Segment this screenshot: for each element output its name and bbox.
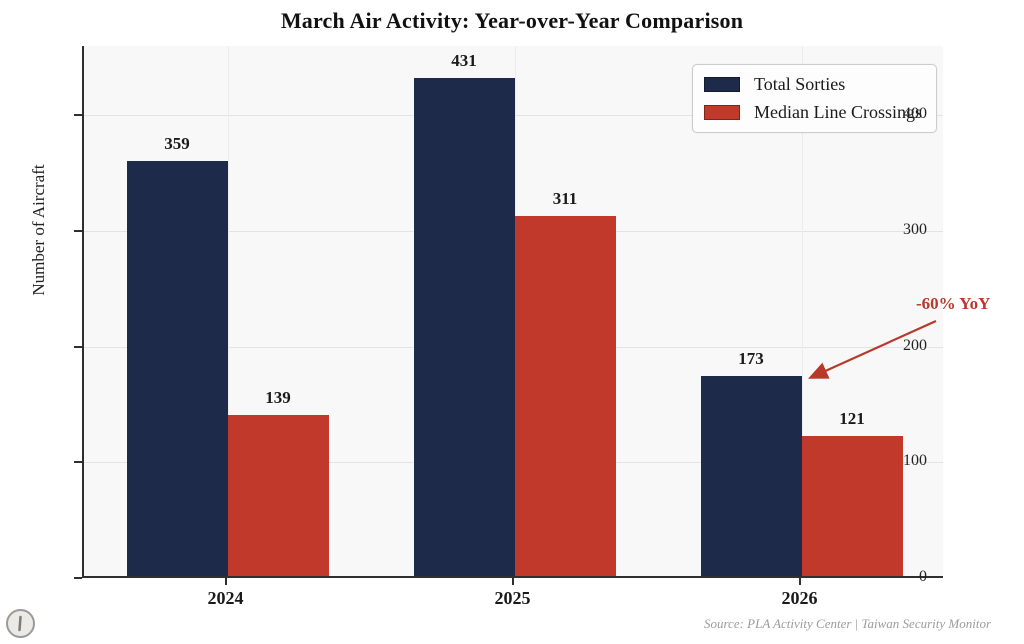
chart-title: March Air Activity: Year-over-Year Compa… [280, 8, 744, 33]
bar-total-sorties-2025 [413, 77, 515, 576]
y-tick-label-400: 400 [903, 105, 927, 123]
legend-swatch-median-line-crossings [704, 105, 740, 120]
y-tick-mark-300 [74, 230, 82, 233]
bar-median-line-crossings-2026 [801, 436, 903, 576]
legend-label-median-line-crossings: Median Line Crossings [754, 102, 922, 122]
legend: Total Sorties Median Line Crossings [692, 64, 937, 133]
bar-total-sorties-2026 [700, 375, 802, 576]
y-tick-mark-100 [74, 461, 82, 464]
y-tick-mark-0 [74, 577, 82, 579]
watermark-icon [6, 609, 35, 638]
bar-value-total-sorties-2024: 359 [164, 133, 190, 153]
x-tick-mark-2026 [798, 578, 801, 585]
y-tick-label-200: 200 [903, 336, 927, 354]
bar-value-total-sorties-2026: 173 [738, 348, 764, 368]
legend-item-total-sorties: Total Sorties [704, 74, 922, 95]
bar-median-line-crossings-2024 [227, 415, 329, 576]
y-tick-label-100: 100 [903, 452, 927, 470]
bar-median-line-crossings-2025 [514, 216, 616, 576]
legend-item-median-line-crossings: Median Line Crossings [704, 102, 922, 123]
bar-value-median-line-crossings-2025: 311 [552, 189, 578, 209]
x-tick-label-2025: 2025 [494, 588, 531, 608]
bar-total-sorties-2024 [126, 160, 228, 576]
plot-area: 359 139 431 311 173 121 Total Sorties Median … [82, 46, 943, 578]
annotation-label: -60% YoY [916, 294, 991, 313]
gridline-x-2024 [227, 46, 229, 576]
bar-value-total-sorties-2025: 431 [451, 50, 477, 70]
y-tick-mark-200 [74, 345, 82, 348]
y-tick-mark-400 [74, 114, 82, 117]
source-note: Source: PLA Activity Center | Taiwan Sec… [703, 616, 991, 631]
y-axis-label: Number of Aircraft [29, 164, 48, 296]
y-tick-label-0: 0 [919, 568, 927, 585]
gridline-x-2026 [801, 46, 803, 576]
y-tick-label-300: 300 [903, 221, 927, 239]
bar-value-median-line-crossings-2026: 121 [839, 409, 865, 429]
x-tick-label-2026: 2026 [781, 588, 818, 608]
bar-value-median-line-crossings-2024: 139 [265, 388, 291, 408]
legend-swatch-total-sorties [704, 77, 740, 92]
x-tick-mark-2025 [511, 578, 514, 585]
x-tick-label-2024: 2024 [207, 588, 244, 608]
x-tick-mark-2024 [224, 578, 227, 585]
legend-label-total-sorties: Total Sorties [754, 74, 846, 94]
